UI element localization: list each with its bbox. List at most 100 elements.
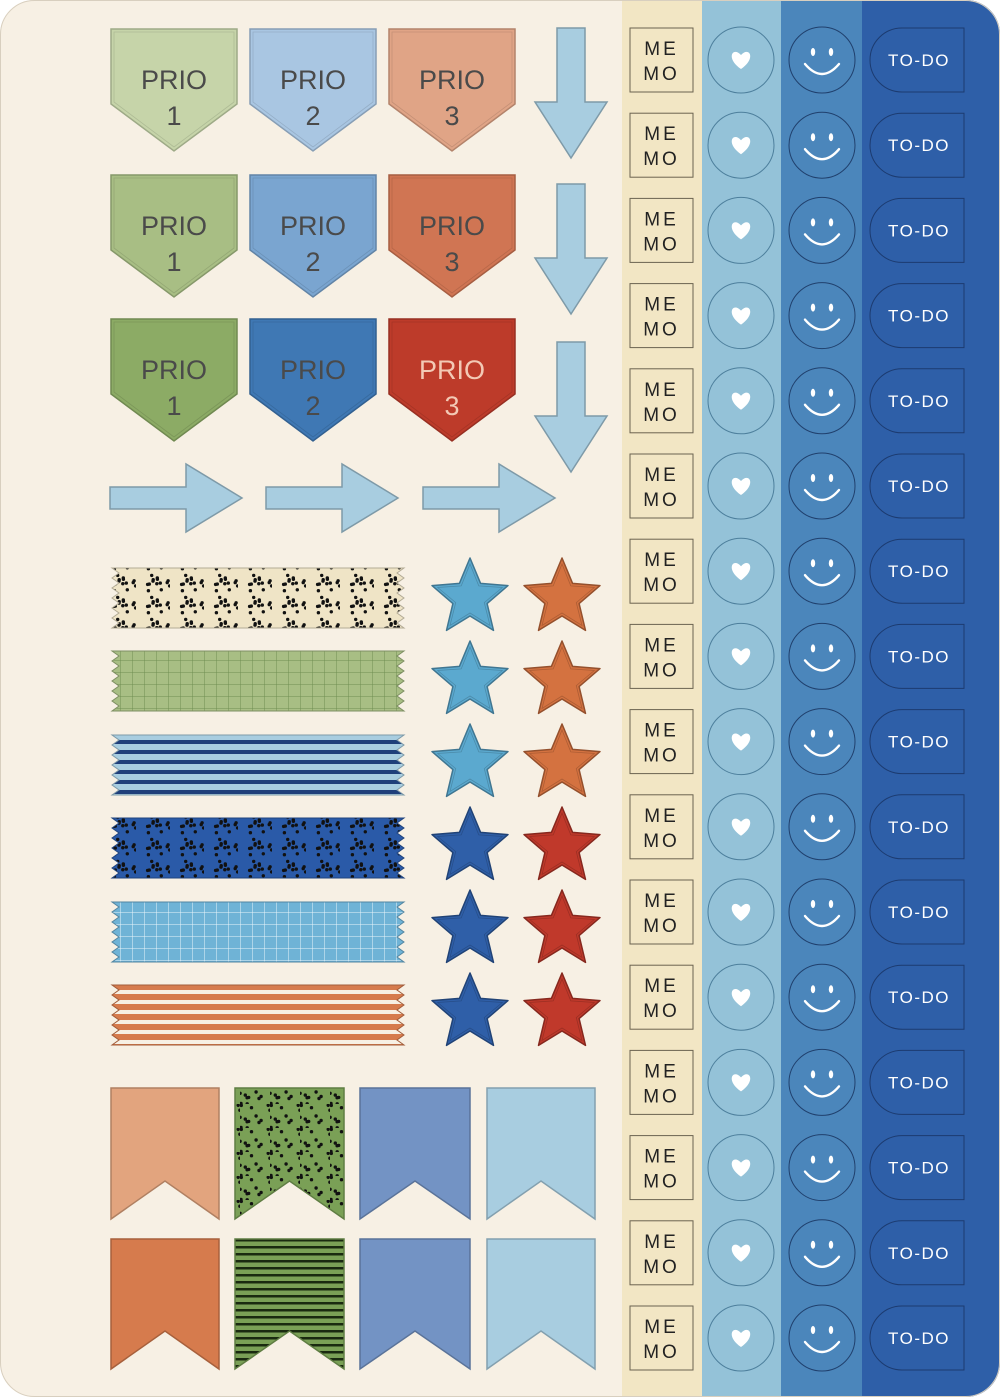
prio-number: 2 <box>305 391 320 421</box>
prio-label: PRIO <box>280 65 346 95</box>
prio-number: 2 <box>305 247 320 277</box>
memo-sticker: ME MO <box>629 794 694 860</box>
heart-sticker <box>707 963 775 1031</box>
smiley-icon <box>803 1240 841 1268</box>
memo-sticker: ME MO <box>629 538 694 604</box>
memo-label-top: ME <box>644 721 679 742</box>
memo-column <box>622 0 702 1397</box>
prio-label: PRIO <box>141 65 207 95</box>
smiley-sticker <box>788 793 856 861</box>
heart-icon <box>731 563 751 581</box>
prio-label: PRIO <box>419 355 485 385</box>
smiley-icon <box>803 1155 841 1183</box>
memo-label-top: ME <box>644 295 679 316</box>
heart-icon <box>731 137 751 155</box>
todo-sticker: TO-DO <box>869 709 965 775</box>
smiley-sticker <box>788 622 856 690</box>
flag-sticker <box>359 1238 471 1371</box>
memo-label-bottom: MO <box>643 64 680 85</box>
star-icon <box>431 806 509 881</box>
smiley-icon <box>803 1070 841 1098</box>
todo-label: TO-DO <box>888 818 950 837</box>
flag-sticker <box>486 1087 596 1221</box>
memo-label-top: ME <box>644 380 679 401</box>
todo-sticker: TO-DO <box>869 964 965 1030</box>
memo-label-bottom: MO <box>643 1172 680 1193</box>
prio-sticker: PRIO 2 <box>249 318 377 442</box>
todo-label: TO-DO <box>888 477 950 496</box>
heart-icon <box>731 989 751 1007</box>
arrow-down-icon <box>533 341 609 474</box>
todo-sticker: TO-DO <box>869 368 965 434</box>
heart-sticker <box>707 111 775 179</box>
smiley-column <box>781 0 862 1397</box>
heart-sticker <box>707 282 775 350</box>
heart-sticker <box>707 196 775 264</box>
memo-label-bottom: MO <box>643 1342 680 1363</box>
smiley-icon <box>803 48 841 76</box>
smiley-icon <box>803 474 841 502</box>
smiley-sticker <box>788 282 856 350</box>
memo-label-top: ME <box>644 635 679 656</box>
memo-sticker: ME MO <box>629 964 694 1030</box>
todo-column <box>862 0 1000 1397</box>
heart-sticker <box>707 537 775 605</box>
arrow-down-icon <box>533 27 609 160</box>
washi-tape <box>110 734 406 796</box>
memo-sticker: ME MO <box>629 1135 694 1201</box>
heart-sticker <box>707 622 775 690</box>
memo-label-bottom: MO <box>643 320 680 341</box>
smiley-icon <box>803 218 841 246</box>
prio-number: 3 <box>444 101 459 131</box>
star-icon <box>431 557 509 632</box>
flag-sticker <box>234 1238 345 1371</box>
prio-number: 1 <box>166 101 181 131</box>
smiley-sticker <box>788 1219 856 1287</box>
todo-sticker: TO-DO <box>869 1135 965 1201</box>
smiley-icon <box>803 729 841 757</box>
prio-sticker: PRIO 3 <box>388 28 516 152</box>
arrow-right-icon <box>109 462 244 534</box>
heart-sticker <box>707 452 775 520</box>
prio-sticker: PRIO 1 <box>110 28 238 152</box>
smiley-sticker <box>788 1048 856 1116</box>
smiley-icon <box>803 644 841 672</box>
arrow-down-icon <box>533 183 609 316</box>
memo-sticker: ME MO <box>629 1305 694 1371</box>
todo-sticker: TO-DO <box>869 453 965 519</box>
heart-sticker <box>707 1219 775 1287</box>
flag-sticker <box>486 1238 596 1371</box>
todo-sticker: TO-DO <box>869 538 965 604</box>
star-icon <box>523 806 601 881</box>
memo-label-bottom: MO <box>643 1086 680 1107</box>
todo-sticker: TO-DO <box>869 27 965 93</box>
memo-label-top: ME <box>644 976 679 997</box>
heart-icon <box>731 903 751 921</box>
todo-label: TO-DO <box>888 1329 950 1348</box>
todo-label: TO-DO <box>888 647 950 666</box>
prio-number: 3 <box>444 247 459 277</box>
heart-icon <box>731 1159 751 1177</box>
star-icon <box>431 640 509 715</box>
prio-label: PRIO <box>419 65 485 95</box>
prio-sticker: PRIO 1 <box>110 318 238 442</box>
heart-icon <box>731 648 751 666</box>
heart-icon <box>731 1074 751 1092</box>
memo-sticker: ME MO <box>629 709 694 775</box>
prio-label: PRIO <box>280 355 346 385</box>
heart-icon <box>731 307 751 325</box>
smiley-sticker <box>788 367 856 435</box>
heart-sticker <box>707 1304 775 1372</box>
star-icon <box>523 557 601 632</box>
smiley-sticker <box>788 111 856 179</box>
heart-icon <box>731 1244 751 1262</box>
memo-sticker: ME MO <box>629 368 694 434</box>
prio-number: 3 <box>444 391 459 421</box>
flag-sticker <box>110 1087 220 1221</box>
prio-sticker: PRIO 3 <box>388 174 516 298</box>
todo-sticker: TO-DO <box>869 112 965 178</box>
prio-label: PRIO <box>280 211 346 241</box>
